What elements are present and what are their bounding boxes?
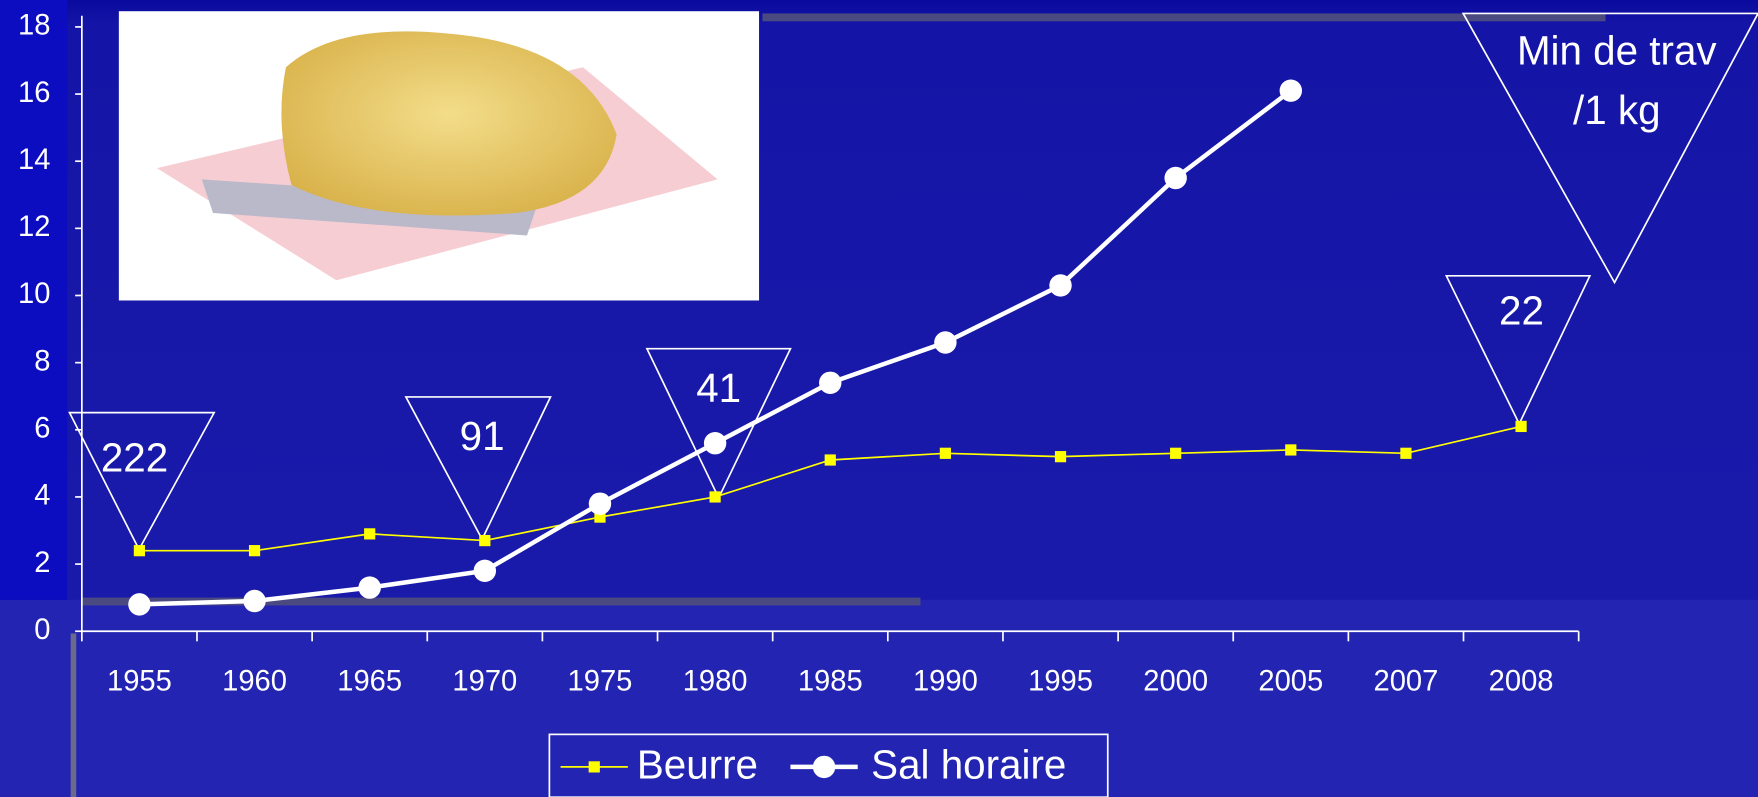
y-tick-label: 18 [18,10,50,42]
x-tick-label: 1990 [913,666,978,698]
x-tick-label: 1995 [1028,666,1093,698]
x-tick-label: 1980 [683,666,748,698]
callout-shape [1444,274,1592,426]
marker [243,589,266,613]
marker [594,511,606,523]
y-tick-label: 16 [18,77,50,109]
legend-label: Beurre [637,742,758,788]
marker [1054,451,1067,463]
y-tick-label: 6 [34,412,50,444]
y-tick-label: 12 [18,211,50,243]
marker [1279,79,1303,102]
annotation: 41 [696,365,741,411]
marker [1164,166,1187,190]
x-tick-label: 1985 [798,666,863,698]
annotation: 22 [1499,288,1544,334]
annotation: 91 [460,413,505,459]
x-tick-label: 1965 [337,666,402,698]
annotation: 222 [101,434,168,480]
callout-shape [1461,12,1758,285]
y-tick-label: 14 [18,144,50,176]
legend-box [548,733,1109,797]
y-tick-label: 10 [18,278,50,310]
marker [824,454,836,466]
marker [934,331,957,354]
butter-image [118,11,760,301]
deco-bar [81,597,921,606]
callout-shape [404,396,552,542]
x-tick-label: 1955 [107,666,172,698]
x-tick-label: 2000 [1143,666,1208,698]
callout-text: Min de trav [1517,27,1717,73]
legend-marker [812,755,836,779]
marker [939,447,951,459]
legend-marker [588,761,600,773]
marker [1515,420,1527,433]
x-tick-label: 1970 [452,666,517,698]
marker [1285,444,1297,456]
butter [281,31,617,216]
y-tick-label: 0 [34,614,50,646]
legend-label: Sal horaire [871,742,1066,788]
marker [473,559,497,583]
left-band [0,0,68,600]
marker [588,492,612,515]
marker [819,371,842,395]
marker [479,534,491,547]
y-tick-label: 4 [34,480,50,512]
deco-bar [70,633,77,797]
x-tick-label: 2007 [1374,666,1439,698]
marker [709,491,721,503]
marker [1170,447,1182,459]
callout-text: /1 kg [1573,87,1661,133]
marker [358,576,381,599]
x-tick-label: 2005 [1258,666,1323,698]
y-tick-label: 2 [34,547,50,579]
marker [703,432,727,455]
marker [1400,447,1412,459]
lower-band [0,599,1758,797]
x-tick-label: 1975 [568,666,633,698]
y-tick-label: 8 [34,345,50,377]
x-tick-label: 2008 [1489,666,1554,698]
callout-shape [68,411,216,552]
deco-bar [762,13,1606,22]
marker [128,593,151,616]
marker [364,528,376,540]
marker [248,545,261,557]
x-tick-label: 1960 [222,666,287,698]
marker [133,545,146,557]
marker [1049,274,1072,297]
